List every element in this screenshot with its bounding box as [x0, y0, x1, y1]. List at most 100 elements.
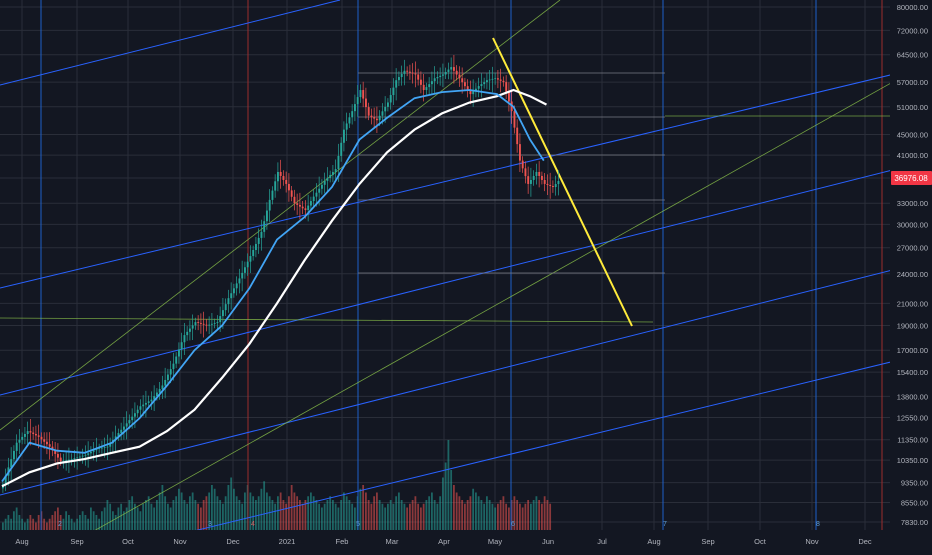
candle-body: [439, 75, 442, 77]
price-tick-label: 10350.00: [897, 456, 928, 465]
volume-bar: [15, 507, 18, 530]
candle-body: [337, 155, 340, 170]
candle-body: [428, 84, 431, 88]
candle-body: [304, 208, 307, 211]
candle-body: [153, 396, 156, 400]
candle-body: [95, 448, 98, 451]
time-axis[interactable]: Aug Sep Oct Nov Dec 2021 Feb Mar Apr May Jun Jul Aug…: [0, 530, 890, 550]
volume-bar: [403, 503, 406, 530]
volume-bar: [194, 500, 197, 530]
candle-body: [521, 160, 524, 169]
volume-bar: [329, 496, 332, 530]
volume-bar: [213, 488, 216, 530]
candle-body: [257, 237, 260, 244]
volume-bar: [202, 500, 205, 530]
candle-body: [21, 436, 24, 440]
volume-bar: [307, 496, 310, 530]
candle-body: [139, 406, 142, 410]
candle-body: [527, 176, 530, 184]
volume-bar: [376, 492, 378, 530]
candle-body: [263, 221, 266, 232]
candle-body: [290, 190, 293, 197]
volume-bar: [508, 507, 510, 530]
volume-bar: [409, 503, 411, 530]
candle-body: [477, 86, 480, 89]
candle-body: [414, 73, 417, 75]
moving-average-slow-line: [1, 88, 547, 488]
candle-body: [332, 172, 334, 175]
volume-bar: [431, 492, 433, 530]
candle-body: [543, 179, 546, 184]
candle-body: [392, 87, 395, 96]
volume-bar: [288, 496, 290, 530]
candle-body: [348, 117, 351, 124]
price-tick-label: 24000.00: [897, 270, 928, 279]
volume-bar: [175, 496, 178, 530]
candle-body: [538, 171, 541, 176]
volume-bar: [120, 503, 123, 530]
candle-body: [535, 171, 538, 176]
volume-bar: [513, 496, 516, 530]
volume-bar: [7, 515, 10, 530]
volume-bar: [444, 462, 447, 530]
volume-bar: [546, 500, 549, 530]
volume-bar: [359, 488, 362, 530]
candle-body: [307, 205, 310, 211]
candle-body: [400, 73, 403, 78]
candle-body: [172, 363, 175, 370]
candle-body: [541, 175, 543, 180]
week-marker: 8: [816, 521, 820, 528]
price-tick-label: 15400.00: [897, 368, 928, 377]
candle-body: [395, 80, 398, 88]
price-tick-label: 80000.00: [897, 3, 928, 12]
price-axis[interactable]: 80000.00 72000.00 64500.00 57000.00 51000.00…: [890, 0, 932, 550]
volume-bar: [348, 500, 351, 530]
volume-bar: [216, 496, 219, 530]
volume-bar: [527, 500, 530, 530]
time-tick-label: Oct: [122, 537, 135, 546]
price-tick-label: 7830.00: [901, 518, 928, 527]
candle-body: [359, 90, 362, 98]
time-tick-label: Jul: [597, 537, 607, 546]
candle-body: [494, 78, 497, 80]
candle-body: [277, 171, 279, 182]
candle-body: [296, 203, 299, 205]
candle-body: [246, 261, 249, 268]
candle-body: [54, 450, 57, 454]
volume-bar: [219, 500, 222, 530]
candle-body: [208, 324, 211, 326]
time-tick-label: Feb: [336, 537, 349, 546]
candle-body: [293, 196, 296, 204]
volume-bar: [381, 503, 384, 530]
candle-body: [370, 115, 373, 118]
price-tick-label: 8550.00: [901, 499, 928, 508]
candle-body: [202, 323, 205, 325]
volume-bar: [499, 500, 502, 530]
volume-bar: [145, 500, 147, 530]
candle-body: [46, 441, 48, 445]
candle-body: [513, 111, 516, 128]
volume-bar: [197, 503, 200, 530]
price-tick-label: 45000.00: [897, 130, 928, 139]
volume-bar: [321, 507, 323, 530]
candle-body: [532, 175, 535, 180]
volume-bar: [161, 485, 164, 530]
candle-body: [241, 272, 244, 279]
candle-body: [436, 76, 439, 79]
candle-body: [156, 392, 158, 397]
volume-bar: [486, 496, 488, 530]
candle-body: [169, 369, 172, 375]
volume-bar: [345, 496, 348, 530]
candle-body: [442, 74, 444, 76]
time-tick-label: Oct: [754, 537, 767, 546]
candle-body: [406, 70, 409, 72]
volume-bar: [455, 492, 458, 530]
candle-body: [453, 67, 455, 71]
candle-body: [109, 443, 112, 447]
candle-body: [464, 82, 466, 87]
candle-body: [488, 79, 491, 81]
candle-body: [444, 72, 447, 75]
